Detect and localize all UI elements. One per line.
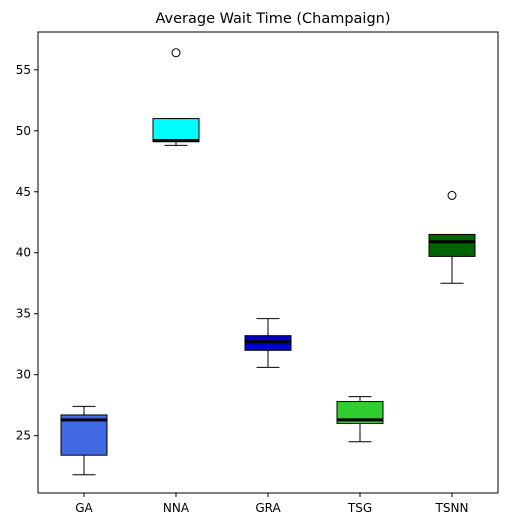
y-tick-label: 35 <box>16 307 31 321</box>
box <box>428 233 476 257</box>
plot-area <box>60 48 476 476</box>
box <box>152 118 200 143</box>
box-group-ga <box>60 405 108 476</box>
x-tick-label: TSG <box>347 501 372 515</box>
y-tick-label: 45 <box>16 185 31 199</box>
chart-title: Average Wait Time (Champaign) <box>155 11 390 27</box>
box <box>60 414 108 456</box>
x-axis: GA NNA GRA TSG TSNN <box>75 493 468 515</box>
outlier-point <box>171 48 181 58</box>
box-group-nna <box>152 48 200 146</box>
y-axis: 25 30 35 40 45 50 55 <box>16 63 38 443</box>
box <box>336 401 384 424</box>
y-tick-label: 25 <box>16 429 31 443</box>
y-tick-label: 50 <box>16 124 31 138</box>
box-group-tsg <box>336 396 384 443</box>
box-group-gra <box>244 318 292 368</box>
box-group-tsnn <box>428 190 476 284</box>
x-tick-label: GRA <box>255 501 281 515</box>
x-tick-label: TSNN <box>435 501 469 515</box>
y-tick-label: 30 <box>16 368 31 382</box>
y-tick-label: 55 <box>16 63 31 77</box>
y-tick-label: 40 <box>16 246 31 260</box>
x-tick-label: GA <box>75 501 93 515</box>
x-tick-label: NNA <box>163 501 190 515</box>
outlier-point <box>447 190 457 200</box>
